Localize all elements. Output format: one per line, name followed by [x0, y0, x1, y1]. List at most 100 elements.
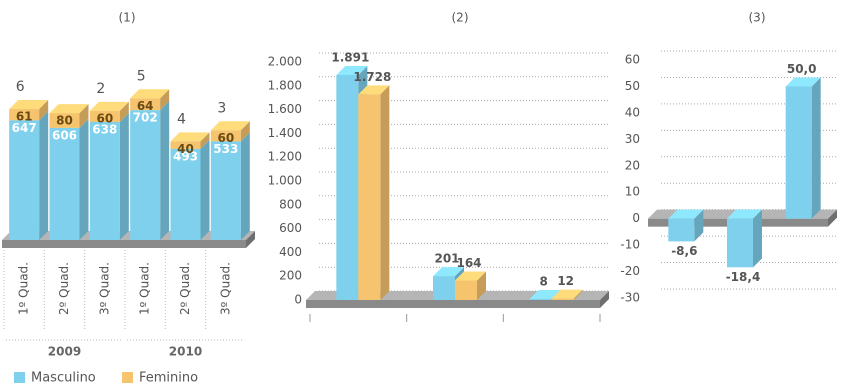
- y-tick-label: -30: [620, 291, 640, 305]
- top-label: 3: [217, 100, 226, 116]
- y-tick-label: 0: [632, 211, 640, 225]
- bar-side: [39, 100, 49, 121]
- bar: [170, 141, 201, 149]
- y-tick-label: 1.200: [268, 150, 302, 164]
- bar-top: [170, 132, 210, 142]
- y-tick-label: 200: [279, 269, 302, 283]
- bar: [210, 141, 241, 240]
- value-label: 61: [16, 110, 33, 124]
- y-tick-label: 1.000: [268, 174, 302, 188]
- value-label: 164: [456, 256, 481, 270]
- value-label: 1.728: [353, 70, 391, 84]
- bar: [551, 298, 574, 300]
- bar-side: [753, 209, 762, 268]
- value-label: 60: [96, 111, 113, 125]
- x-tick-label: 1º Quad.: [138, 262, 152, 315]
- bar: [529, 299, 552, 300]
- value-label: 80: [56, 114, 73, 128]
- y-tick-label: 1.800: [268, 78, 302, 92]
- y-tick-label: 50: [625, 79, 640, 93]
- value-label: 64: [137, 99, 154, 113]
- x-tick-label: 3º Quad.: [97, 262, 111, 315]
- bar: [130, 98, 161, 111]
- value-label: 12: [557, 274, 574, 288]
- value-label: 40: [177, 142, 194, 156]
- y-tick-label: -20: [620, 264, 640, 278]
- top-label: 4: [177, 111, 186, 127]
- value-label: 638: [92, 122, 117, 136]
- value-label: 50,0: [787, 62, 817, 76]
- bar: [170, 148, 201, 240]
- bar: [785, 86, 812, 219]
- floor-front: [2, 240, 246, 248]
- y-tick-label: 600: [279, 221, 302, 235]
- bar: [727, 218, 753, 268]
- bar-top: [433, 267, 464, 277]
- bar-side: [160, 101, 170, 240]
- bar-top: [785, 77, 821, 87]
- bar-top: [336, 65, 368, 75]
- y-tick-label: 2.000: [268, 55, 302, 69]
- bar-top: [529, 290, 561, 300]
- bar: [130, 110, 161, 240]
- bar: [49, 113, 80, 128]
- bar-top: [9, 100, 49, 110]
- bar-side: [160, 89, 170, 111]
- bar: [9, 120, 40, 240]
- chart-title: (2): [452, 11, 469, 25]
- bar: [210, 130, 241, 142]
- value-label: 647: [12, 121, 37, 135]
- value-label: 8: [539, 275, 547, 289]
- bar: [336, 74, 359, 300]
- floor-side: [246, 231, 255, 248]
- top-label: 6: [16, 79, 25, 95]
- legend-swatch: [14, 372, 25, 383]
- value-label: -18,4: [726, 270, 761, 284]
- bar-side: [200, 139, 210, 240]
- bar-side: [240, 121, 250, 142]
- x-tick-label: 1º Quad.: [17, 262, 31, 315]
- y-tick-label: 1.400: [268, 126, 302, 140]
- x-tick-label: 2º Quad.: [178, 262, 192, 315]
- y-tick-label: 40: [625, 105, 640, 119]
- bar-top: [130, 89, 170, 99]
- bar-side: [79, 118, 89, 240]
- bar: [668, 218, 695, 242]
- value-label: 1.891: [331, 50, 369, 64]
- y-tick-label: 30: [625, 132, 640, 146]
- value-label: 60: [217, 131, 234, 145]
- floor-side: [828, 209, 837, 227]
- bar-top: [727, 209, 762, 219]
- bar-top: [668, 209, 704, 219]
- bar-side: [200, 132, 210, 149]
- bar: [89, 121, 120, 240]
- group-label: 2010: [169, 345, 202, 359]
- top-label: 5: [137, 68, 146, 84]
- bar-side: [119, 112, 129, 240]
- legend-swatch: [122, 372, 133, 383]
- bar-top: [49, 104, 89, 114]
- y-tick-label: 20: [625, 158, 640, 172]
- bar-top: [551, 289, 583, 299]
- y-tick-label: 0: [294, 293, 302, 307]
- bar: [358, 94, 381, 300]
- y-tick-label: 10: [625, 185, 640, 199]
- floor-front: [306, 300, 600, 308]
- bar-side: [694, 209, 704, 242]
- bar-top: [358, 85, 390, 95]
- chart-title: (1): [119, 11, 136, 25]
- bar-top: [89, 101, 129, 111]
- bar: [455, 280, 477, 300]
- floor-side: [600, 291, 609, 308]
- x-tick-label: 2º Quad.: [57, 262, 71, 315]
- value-label: 702: [133, 111, 158, 125]
- value-label: 533: [213, 142, 238, 156]
- bar-side: [119, 101, 129, 122]
- y-tick-label: 800: [279, 197, 302, 211]
- bar-side: [39, 111, 49, 241]
- value-label: -8,6: [671, 244, 697, 258]
- bar: [49, 127, 80, 240]
- y-tick-label: 60: [625, 53, 640, 67]
- bar-side: [477, 271, 486, 300]
